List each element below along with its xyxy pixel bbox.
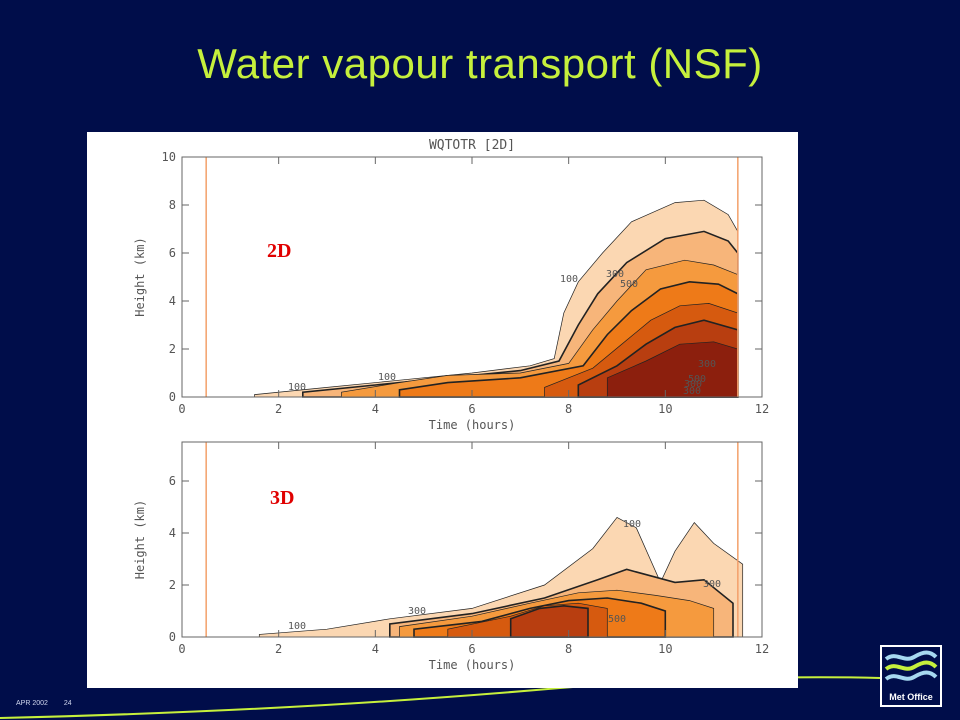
y-tick-label: 6 [169, 474, 176, 488]
contour-label: 300 [698, 359, 716, 370]
y-tick-label: 2 [169, 578, 176, 592]
x-tick-label: 8 [565, 642, 572, 656]
y-tick-label: 8 [169, 198, 176, 212]
contour-label: 300 [408, 606, 426, 617]
contour-label: 100 [378, 372, 396, 383]
panel-label: 2D [267, 240, 291, 262]
x-axis-label: Time (hours) [429, 418, 516, 432]
y-tick-label: 0 [169, 390, 176, 404]
contour-label: 300 [703, 579, 721, 590]
contour-label: 300 [606, 269, 624, 280]
panel-title: WQTOTR [2D] [429, 138, 515, 153]
footer-date: APR 2002 [16, 700, 48, 707]
y-tick-label: 4 [169, 526, 176, 540]
x-tick-label: 4 [372, 642, 379, 656]
x-tick-label: 4 [372, 402, 379, 416]
x-tick-label: 2 [275, 402, 282, 416]
y-tick-label: 4 [169, 294, 176, 308]
wave-logo-icon [884, 650, 938, 681]
x-tick-label: 10 [658, 402, 672, 416]
y-tick-label: 10 [162, 150, 176, 164]
met-office-logo: Met Office [880, 645, 942, 707]
x-tick-label: 0 [178, 642, 185, 656]
x-tick-label: 12 [755, 402, 769, 416]
x-tick-label: 6 [468, 642, 475, 656]
contour-label: 100 [288, 621, 306, 632]
y-tick-label: 6 [169, 246, 176, 260]
contour-label: 100 [623, 519, 641, 530]
x-axis-label: Time (hours) [429, 658, 516, 672]
figure-panel: 0 2 4 6 8 10 12 0 2 4 6 8 10 Time (hours) Height (km) W… [87, 132, 798, 688]
contour-label: 500 [620, 279, 638, 290]
y-tick-label: 2 [169, 342, 176, 356]
y-axis-label: Height (km) [133, 237, 147, 316]
contour-figure: 0 2 4 6 8 10 12 0 2 4 6 8 10 Time (hours) Height (km) W… [133, 138, 769, 672]
y-tick-label: 0 [169, 630, 176, 644]
y-axis-label: Height (km) [133, 500, 147, 579]
footer: APR 2002 24 [16, 700, 86, 707]
contour-label: 500 [608, 614, 626, 625]
x-tick-label: 2 [275, 642, 282, 656]
x-tick-label: 6 [468, 402, 475, 416]
contour-label: 100 [560, 274, 578, 285]
x-tick-label: 8 [565, 402, 572, 416]
logo-text: Met Office [889, 692, 933, 702]
panel-label: 3D [270, 487, 294, 509]
x-tick-label: 12 [755, 642, 769, 656]
contour-label: 300 [683, 386, 701, 397]
contour-label: 100 [288, 382, 306, 393]
footer-page-number: 24 [63, 700, 72, 707]
contour-label: 500 [688, 374, 706, 385]
x-tick-label: 0 [178, 402, 185, 416]
x-tick-label: 10 [658, 642, 672, 656]
slide-title: Water vapour transport (NSF) [197, 40, 763, 87]
contour-label: 300 [684, 379, 702, 390]
